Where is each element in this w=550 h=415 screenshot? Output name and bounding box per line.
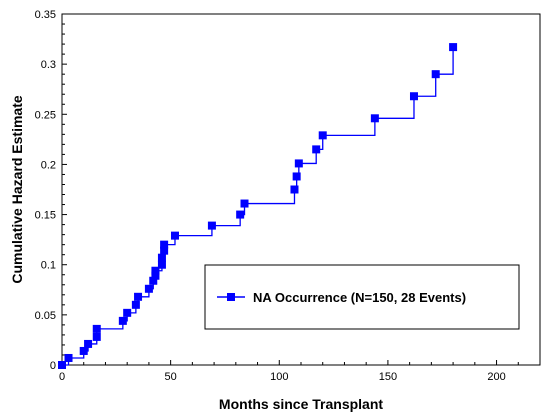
y-tick-label: 0.05 — [35, 310, 56, 322]
x-tick-label: 150 — [379, 371, 397, 383]
data-point-marker — [92, 332, 101, 341]
legend: NA Occurrence (N=150, 28 Events) — [204, 264, 520, 330]
y-tick-label: 0.3 — [41, 59, 56, 71]
data-point-marker — [292, 172, 301, 181]
legend-label: NA Occurrence (N=150, 28 Events) — [253, 290, 466, 305]
data-point-marker — [157, 253, 166, 262]
data-point-marker — [312, 145, 321, 154]
data-point-marker — [131, 300, 140, 309]
y-tick-label: 0.1 — [41, 260, 56, 272]
data-point-marker — [290, 185, 299, 194]
data-point-marker — [58, 361, 66, 369]
data-point-marker — [160, 246, 169, 255]
y-axis: 0 0.05 0.1 0.15 0.2 0.25 0.3 0.35 — [35, 9, 67, 372]
x-axis: 0 50 100 150 200 — [59, 360, 541, 383]
y-tick-label: 0.2 — [41, 159, 56, 171]
data-point-marker — [318, 131, 327, 140]
data-point-marker — [79, 346, 88, 355]
data-point-marker — [118, 316, 127, 325]
data-point-marker — [160, 240, 169, 249]
data-point-marker — [236, 210, 245, 219]
data-point-marker — [240, 199, 249, 208]
data-point-marker — [431, 70, 440, 79]
data-point-marker — [92, 324, 101, 333]
data-point-marker — [64, 353, 73, 362]
y-tick-label: 0.35 — [35, 9, 56, 21]
data-point-marker — [151, 271, 160, 280]
data-point-marker — [370, 114, 379, 123]
data-point-marker — [207, 221, 216, 230]
data-point-marker — [294, 159, 303, 168]
data-point-marker — [149, 276, 158, 285]
legend-box — [204, 264, 520, 330]
data-point-marker — [151, 266, 160, 275]
y-tick-label: 0.25 — [35, 109, 56, 121]
data-point-marker — [134, 292, 143, 301]
x-axis-title: Months since Transplant — [219, 396, 383, 412]
data-point-marker — [144, 284, 153, 293]
data-point-marker — [84, 339, 93, 348]
x-tick-label: 50 — [165, 371, 177, 383]
series-layer — [58, 43, 458, 369]
data-point-marker — [449, 43, 458, 52]
x-tick-label: 0 — [59, 371, 65, 383]
y-axis-title: Cumulative Hazard Estimate — [9, 95, 25, 283]
legend-marker-icon — [227, 293, 235, 301]
y-tick-label: 0.15 — [35, 210, 56, 222]
y-tick-label: 0 — [50, 360, 56, 372]
x-tick-label: 100 — [270, 371, 288, 383]
data-point-marker — [170, 231, 179, 240]
data-point-marker — [157, 260, 166, 269]
data-point-marker — [409, 92, 418, 101]
x-tick-label: 200 — [487, 371, 505, 383]
data-point-marker — [123, 308, 132, 317]
